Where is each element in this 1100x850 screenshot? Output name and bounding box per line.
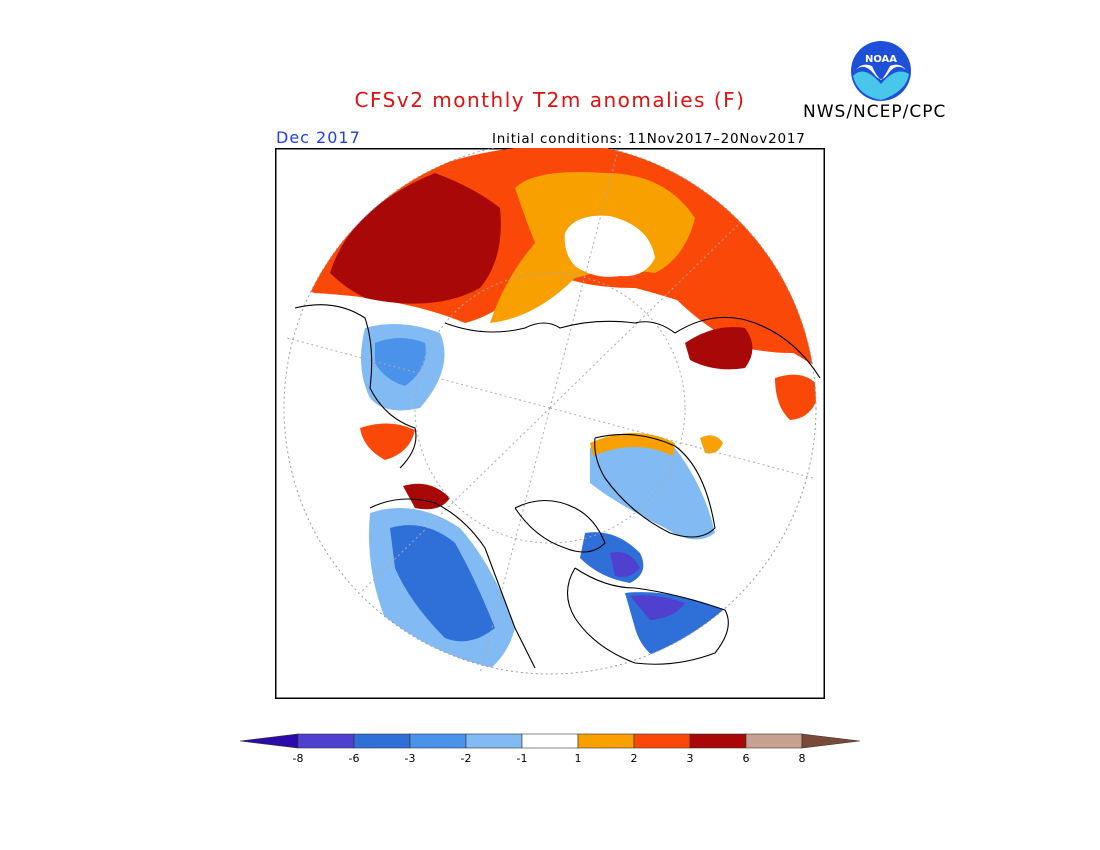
- legend-bin-1: [297, 733, 355, 749]
- legend-bin-4: [465, 733, 523, 749]
- legend-bin-below-min: [239, 733, 299, 749]
- anomaly-region-bering: [775, 374, 816, 420]
- legend-tick-label: 1: [575, 752, 582, 765]
- legend-tick-label: -2: [461, 752, 472, 765]
- anomaly-region-north-sea-warm: [360, 423, 415, 460]
- legend-bin-3: [409, 733, 467, 749]
- legend-tick-label: 6: [743, 752, 750, 765]
- meridian-lines: [286, 148, 814, 674]
- legend-bin-above-max: [801, 733, 861, 749]
- agency-label: NWS/NCEP/CPC: [803, 102, 947, 122]
- polar-anomaly-map: [275, 148, 825, 699]
- legend-bin-2: [353, 733, 411, 749]
- anomaly-region-eastern-na-core: [630, 595, 685, 620]
- legend-tick-label: 2: [631, 752, 638, 765]
- legend-bin-5: [521, 733, 579, 749]
- anomaly-region-scandinavia-core: [375, 338, 426, 386]
- anomaly-region-alaska-warm: [403, 483, 450, 510]
- legend-bin-7: [633, 733, 691, 749]
- legend-tick-label: 3: [687, 752, 694, 765]
- legend-bin-8: [689, 733, 747, 749]
- noaa-logo: NOAA: [851, 41, 911, 101]
- legend-bin-9: [745, 733, 803, 749]
- anomaly-region-hudson-core: [610, 552, 640, 577]
- legend-tick-label: 8: [799, 752, 806, 765]
- initial-conditions-label: Initial conditions: 11Nov2017–20Nov2017: [492, 131, 806, 147]
- noaa-logo-text: NOAA: [865, 54, 897, 65]
- valid-month-label: Dec 2017: [276, 128, 361, 147]
- anomaly-region-greenland: [590, 438, 715, 540]
- latitude-circle-60n: [414, 272, 686, 544]
- legend-tick-label: -6: [349, 752, 360, 765]
- anomaly-region-central-siberia: [330, 173, 501, 304]
- chart-title: CFSv2 monthly T2m anomalies (F): [354, 88, 746, 112]
- anomaly-region-north-america-core: [390, 525, 495, 642]
- legend-bin-6: [577, 733, 635, 749]
- coastlines: [294, 304, 821, 669]
- map-boundary-circle: [283, 148, 817, 675]
- color-scale-legend: -8 -6 -3 -2 -1 1 2 3 6 8: [239, 733, 861, 765]
- anomaly-region-arctic-ice-gap: [564, 215, 655, 277]
- legend-tick-label: -1: [517, 752, 528, 765]
- legend-tick-label: -8: [293, 752, 304, 765]
- legend-tick-label: -3: [405, 752, 416, 765]
- anomaly-region-east-siberia-hot: [685, 327, 753, 370]
